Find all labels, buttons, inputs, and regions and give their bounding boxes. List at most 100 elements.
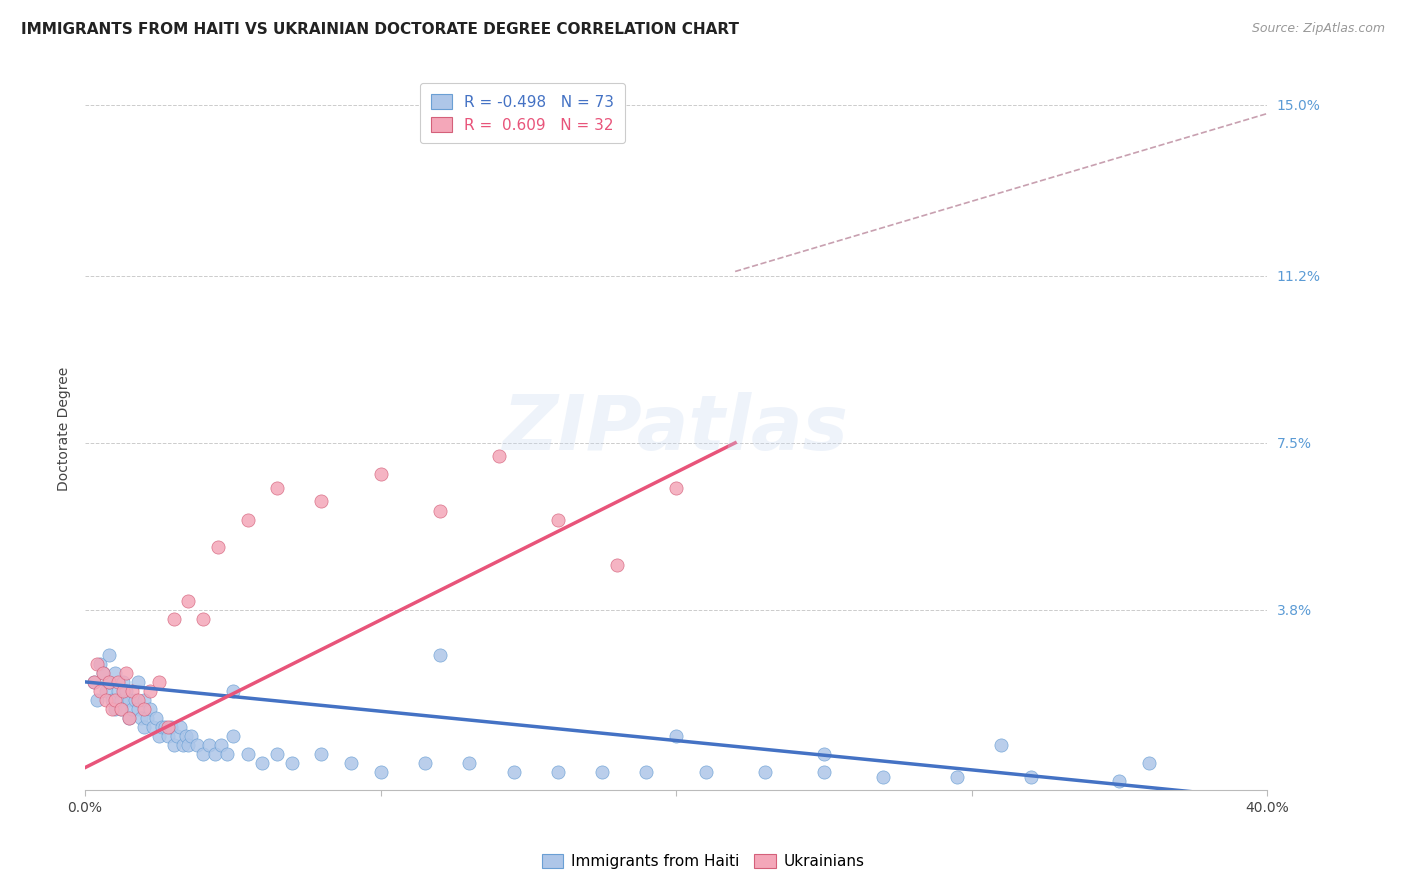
Point bbox=[665, 729, 688, 743]
Text: Source: ZipAtlas.com: Source: ZipAtlas.com bbox=[1251, 22, 1385, 36]
Point bbox=[429, 648, 451, 662]
Point bbox=[107, 674, 129, 689]
Point bbox=[222, 684, 245, 698]
Point bbox=[186, 738, 208, 752]
Point bbox=[153, 720, 176, 734]
Point bbox=[97, 674, 120, 689]
Point bbox=[89, 657, 111, 671]
Point bbox=[97, 674, 120, 689]
Point bbox=[236, 512, 259, 526]
Point bbox=[163, 612, 186, 626]
Point bbox=[222, 729, 245, 743]
Point bbox=[142, 720, 165, 734]
Text: ZIPatlas: ZIPatlas bbox=[503, 392, 849, 467]
Point bbox=[118, 693, 141, 707]
Point bbox=[174, 729, 197, 743]
Point bbox=[124, 693, 146, 707]
Point bbox=[207, 540, 229, 554]
Point bbox=[156, 729, 179, 743]
Point bbox=[91, 665, 114, 680]
Point bbox=[134, 720, 156, 734]
Point bbox=[180, 729, 202, 743]
Legend: Immigrants from Haiti, Ukrainians: Immigrants from Haiti, Ukrainians bbox=[536, 847, 870, 875]
Point bbox=[115, 684, 138, 698]
Point bbox=[134, 702, 156, 716]
Point bbox=[413, 756, 436, 770]
Point bbox=[148, 729, 170, 743]
Point bbox=[134, 693, 156, 707]
Point bbox=[193, 747, 215, 761]
Point bbox=[129, 711, 152, 725]
Point bbox=[127, 674, 149, 689]
Point bbox=[139, 684, 162, 698]
Point bbox=[177, 738, 200, 752]
Legend: R = -0.498   N = 73, R =  0.609   N = 32: R = -0.498 N = 73, R = 0.609 N = 32 bbox=[420, 83, 624, 144]
Point bbox=[104, 665, 127, 680]
Point bbox=[110, 702, 132, 716]
Point bbox=[695, 765, 717, 780]
Point bbox=[100, 693, 122, 707]
Point bbox=[110, 702, 132, 716]
Point bbox=[266, 481, 288, 495]
Point bbox=[163, 738, 186, 752]
Point bbox=[458, 756, 481, 770]
Point bbox=[754, 765, 776, 780]
Point bbox=[172, 738, 194, 752]
Point bbox=[429, 503, 451, 517]
Point bbox=[198, 738, 221, 752]
Point bbox=[340, 756, 363, 770]
Point bbox=[215, 747, 238, 761]
Point bbox=[547, 765, 569, 780]
Point bbox=[86, 657, 108, 671]
Point bbox=[311, 747, 333, 761]
Point bbox=[86, 693, 108, 707]
Point bbox=[370, 467, 392, 482]
Point bbox=[112, 674, 135, 689]
Point bbox=[89, 684, 111, 698]
Point bbox=[115, 665, 138, 680]
Point bbox=[127, 702, 149, 716]
Point bbox=[945, 770, 967, 784]
Point bbox=[156, 720, 179, 734]
Point bbox=[872, 770, 894, 784]
Point bbox=[94, 693, 117, 707]
Point bbox=[266, 747, 288, 761]
Y-axis label: Doctorate Degree: Doctorate Degree bbox=[58, 368, 72, 491]
Point bbox=[169, 720, 191, 734]
Point bbox=[127, 693, 149, 707]
Point bbox=[83, 674, 105, 689]
Point bbox=[136, 711, 159, 725]
Point bbox=[547, 512, 569, 526]
Point bbox=[311, 494, 333, 508]
Point bbox=[281, 756, 304, 770]
Point bbox=[813, 747, 835, 761]
Point bbox=[97, 648, 120, 662]
Point bbox=[83, 674, 105, 689]
Point bbox=[204, 747, 226, 761]
Text: IMMIGRANTS FROM HAITI VS UKRAINIAN DOCTORATE DEGREE CORRELATION CHART: IMMIGRANTS FROM HAITI VS UKRAINIAN DOCTO… bbox=[21, 22, 740, 37]
Point bbox=[104, 702, 127, 716]
Point bbox=[1019, 770, 1042, 784]
Point bbox=[606, 558, 628, 572]
Point bbox=[370, 765, 392, 780]
Point bbox=[118, 711, 141, 725]
Point bbox=[112, 684, 135, 698]
Point bbox=[166, 729, 188, 743]
Point bbox=[990, 738, 1012, 752]
Point bbox=[91, 665, 114, 680]
Point bbox=[100, 702, 122, 716]
Point bbox=[121, 684, 143, 698]
Point bbox=[193, 612, 215, 626]
Point bbox=[209, 738, 232, 752]
Point bbox=[121, 702, 143, 716]
Point bbox=[94, 684, 117, 698]
Point bbox=[148, 674, 170, 689]
Point bbox=[139, 702, 162, 716]
Point bbox=[1137, 756, 1160, 770]
Point bbox=[159, 720, 181, 734]
Point bbox=[252, 756, 274, 770]
Point bbox=[104, 693, 127, 707]
Point bbox=[145, 711, 167, 725]
Point bbox=[591, 765, 613, 780]
Point bbox=[118, 711, 141, 725]
